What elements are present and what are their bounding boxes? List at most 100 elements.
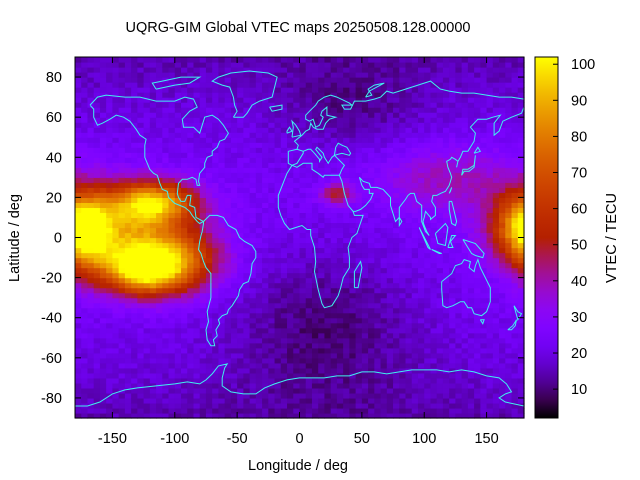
heatmap-cell	[474, 317, 481, 324]
heatmap-cell	[75, 162, 82, 168]
heatmap-cell	[249, 367, 257, 374]
heatmap-cell	[343, 227, 350, 234]
heatmap-cell	[305, 172, 313, 178]
heatmap-cell	[480, 72, 488, 78]
heatmap-cell	[455, 267, 463, 274]
heatmap-cell	[436, 362, 444, 369]
heatmap-cell	[187, 372, 195, 379]
heatmap-cell	[442, 87, 450, 93]
heatmap-cell	[424, 392, 432, 399]
heatmap-cell	[205, 162, 213, 168]
heatmap-cell	[75, 257, 82, 264]
heatmap-cell	[393, 262, 400, 269]
heatmap-cell	[174, 287, 182, 294]
heatmap-cell	[237, 147, 244, 153]
heatmap-cell	[436, 162, 444, 168]
heatmap-cell	[336, 332, 344, 339]
heatmap-cell	[174, 397, 182, 404]
heatmap-cell	[449, 322, 457, 329]
heatmap-cell	[81, 72, 89, 78]
heatmap-cell	[112, 337, 120, 344]
heatmap-cell	[118, 262, 126, 269]
heatmap-cell	[274, 307, 282, 314]
heatmap-cell	[368, 217, 375, 224]
heatmap-cell	[449, 237, 457, 244]
heatmap-cell	[449, 137, 457, 143]
heatmap-cell	[505, 412, 513, 419]
heatmap-cell	[442, 147, 450, 153]
heatmap-cell	[143, 307, 151, 314]
heatmap-cell	[461, 137, 469, 143]
heatmap-cell	[305, 167, 313, 173]
heatmap-cell	[112, 172, 120, 178]
heatmap-cell	[480, 282, 488, 289]
heatmap-cell	[81, 227, 89, 234]
heatmap-cell	[386, 77, 394, 83]
heatmap-cell	[168, 72, 176, 78]
heatmap-cell	[393, 202, 400, 209]
heatmap-cell	[474, 397, 481, 404]
heatmap-cell	[324, 197, 332, 203]
heatmap-cell	[386, 362, 394, 369]
heatmap-cell	[349, 322, 357, 329]
heatmap-cell	[411, 292, 419, 299]
heatmap-cell	[255, 222, 263, 229]
heatmap-cell	[467, 397, 475, 404]
heatmap-cell	[349, 212, 357, 219]
heatmap-cell	[311, 82, 319, 88]
heatmap-cell	[81, 262, 89, 269]
heatmap-cell	[280, 222, 288, 229]
heatmap-cell	[343, 407, 350, 414]
heatmap-cell	[336, 57, 344, 63]
heatmap-cell	[305, 367, 313, 374]
heatmap-cell	[411, 362, 419, 369]
heatmap-cell	[324, 242, 332, 249]
heatmap-cell	[361, 197, 369, 203]
heatmap-cell	[368, 172, 375, 178]
heatmap-cell	[293, 312, 301, 319]
heatmap-cell	[424, 282, 432, 289]
heatmap-cell	[93, 297, 101, 304]
heatmap-cell	[218, 347, 226, 354]
heatmap-cell	[386, 302, 394, 309]
heatmap-cell	[187, 207, 195, 214]
heatmap-cell	[268, 197, 276, 203]
heatmap-cell	[199, 182, 207, 188]
heatmap-cell	[193, 357, 201, 364]
heatmap-cell	[181, 177, 188, 183]
heatmap-cell	[499, 277, 506, 284]
heatmap-cell	[280, 122, 288, 128]
heatmap-cell	[230, 137, 238, 143]
heatmap-cell	[374, 312, 382, 319]
heatmap-cell	[249, 237, 257, 244]
heatmap-cell	[87, 117, 95, 123]
heatmap-cell	[405, 62, 413, 68]
heatmap-cell	[87, 147, 95, 153]
heatmap-cell	[118, 152, 126, 158]
heatmap-cell	[449, 102, 457, 108]
heatmap-cell	[318, 312, 326, 319]
heatmap-cell	[505, 317, 513, 324]
heatmap-cell	[143, 67, 151, 73]
heatmap-cell	[243, 237, 251, 244]
heatmap-cell	[162, 412, 170, 419]
heatmap-cell	[380, 247, 388, 254]
heatmap-cell	[287, 212, 294, 219]
heatmap-cell	[467, 322, 475, 329]
heatmap-cell	[118, 72, 126, 78]
heatmap-cell	[449, 227, 457, 234]
heatmap-cell	[162, 267, 170, 274]
heatmap-cell	[224, 102, 232, 108]
heatmap-cell	[461, 57, 469, 63]
heatmap-cell	[243, 207, 251, 214]
heatmap-cell	[199, 127, 207, 133]
heatmap-cell	[442, 82, 450, 88]
heatmap-cell	[174, 372, 182, 379]
heatmap-cell	[274, 297, 282, 304]
heatmap-cell	[156, 412, 163, 419]
heatmap-cell	[243, 197, 251, 203]
heatmap-cell	[174, 127, 182, 133]
heatmap-cell	[143, 322, 151, 329]
heatmap-cell	[405, 57, 413, 63]
heatmap-cell	[293, 142, 301, 148]
